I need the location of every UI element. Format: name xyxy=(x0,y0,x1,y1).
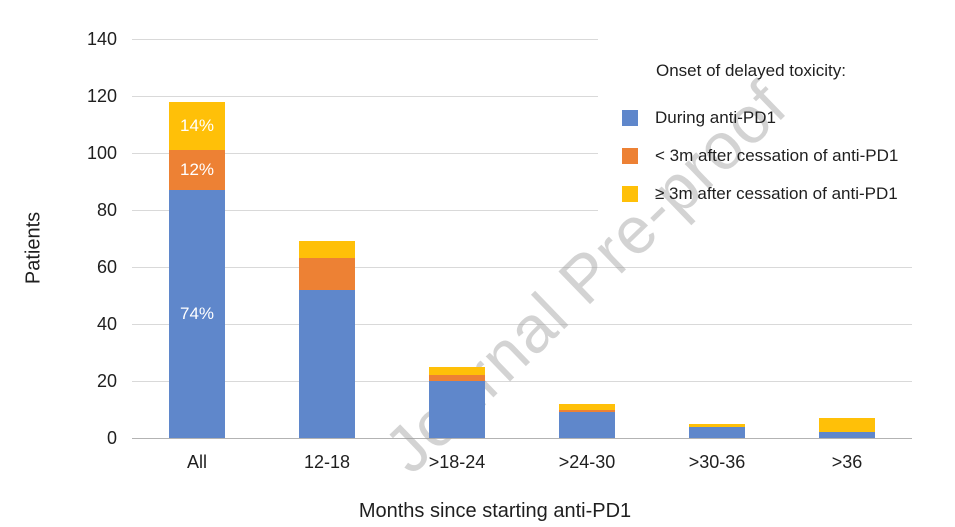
y-tick-label-140: 140 xyxy=(86,29,117,49)
gridline-y-20 xyxy=(132,381,912,382)
bar-segment-ge3m->36 xyxy=(819,418,875,432)
legend-item-0: During anti-PD1 xyxy=(622,108,898,128)
data-label-All-14%: 14% xyxy=(179,116,215,135)
legend-title: Onset of delayed toxicity: xyxy=(656,61,846,80)
gridline-y-40 xyxy=(132,324,912,325)
x-category-label-All: All xyxy=(186,452,207,472)
y-tick-label-100: 100 xyxy=(86,143,117,163)
bar-segment-lt3m->18-24 xyxy=(429,375,485,381)
data-label-All-74%: 74% xyxy=(179,304,215,323)
legend-item-2: ≥ 3m after cessation of anti-PD1 xyxy=(622,184,898,204)
bar-segment-during->24-30 xyxy=(559,412,615,438)
legend-swatch-icon xyxy=(622,148,638,164)
gridline-y-140 xyxy=(132,39,912,40)
legend-swatch-icon xyxy=(622,110,638,126)
legend-label: ≥ 3m after cessation of anti-PD1 xyxy=(655,184,898,203)
bar-segment-lt3m->24-30 xyxy=(559,410,615,412)
gridline-y-120 xyxy=(132,96,912,97)
y-axis-title: Patients xyxy=(22,211,45,285)
bar-segment-ge3m-All xyxy=(169,102,225,150)
bar-segment-during-All xyxy=(169,190,225,438)
gridline-y-80 xyxy=(132,210,912,211)
x-category-label->36: >36 xyxy=(831,452,863,472)
data-label-All-12%: 12% xyxy=(179,160,215,179)
y-tick-label-60: 60 xyxy=(96,257,117,277)
y-tick-label-80: 80 xyxy=(96,200,117,220)
x-category-label->30-36: >30-36 xyxy=(688,452,746,472)
legend-item-1: < 3m after cessation of anti-PD1 xyxy=(622,146,898,166)
legend-background xyxy=(598,28,955,218)
legend-label: < 3m after cessation of anti-PD1 xyxy=(655,146,899,165)
x-category-label->24-30: >24-30 xyxy=(558,452,616,472)
x-category-label-12-18: 12-18 xyxy=(303,452,351,472)
legend-swatch-icon xyxy=(622,186,638,202)
gridline-y-100 xyxy=(132,153,912,154)
bar-segment-lt3m-All xyxy=(169,150,225,190)
bar-segment-during->30-36 xyxy=(689,427,745,438)
legend-label: During anti-PD1 xyxy=(655,108,776,127)
y-tick-label-0: 0 xyxy=(106,428,117,448)
bar-segment-during->36 xyxy=(819,432,875,438)
gridline-y-60 xyxy=(132,267,912,268)
x-axis-title: Months since starting anti-PD1 xyxy=(358,500,632,522)
bar-segment-during->18-24 xyxy=(429,381,485,438)
bar-segment-ge3m->24-30 xyxy=(559,404,615,410)
bar-segment-during-12-18 xyxy=(299,290,355,438)
y-tick-label-120: 120 xyxy=(86,86,117,106)
legend-items: During anti-PD1 < 3m after cessation of a… xyxy=(622,108,898,204)
bar-segment-ge3m-12-18 xyxy=(299,241,355,258)
y-tick-label-20: 20 xyxy=(96,371,117,391)
y-tick-label-40: 40 xyxy=(96,314,117,334)
bar-segment-lt3m-12-18 xyxy=(299,258,355,290)
bar-segment-ge3m->30-36 xyxy=(689,424,745,427)
bar-segment-ge3m->18-24 xyxy=(429,367,485,375)
x-category-label->18-24: >18-24 xyxy=(428,452,486,472)
gridline-y-0 xyxy=(132,438,912,439)
